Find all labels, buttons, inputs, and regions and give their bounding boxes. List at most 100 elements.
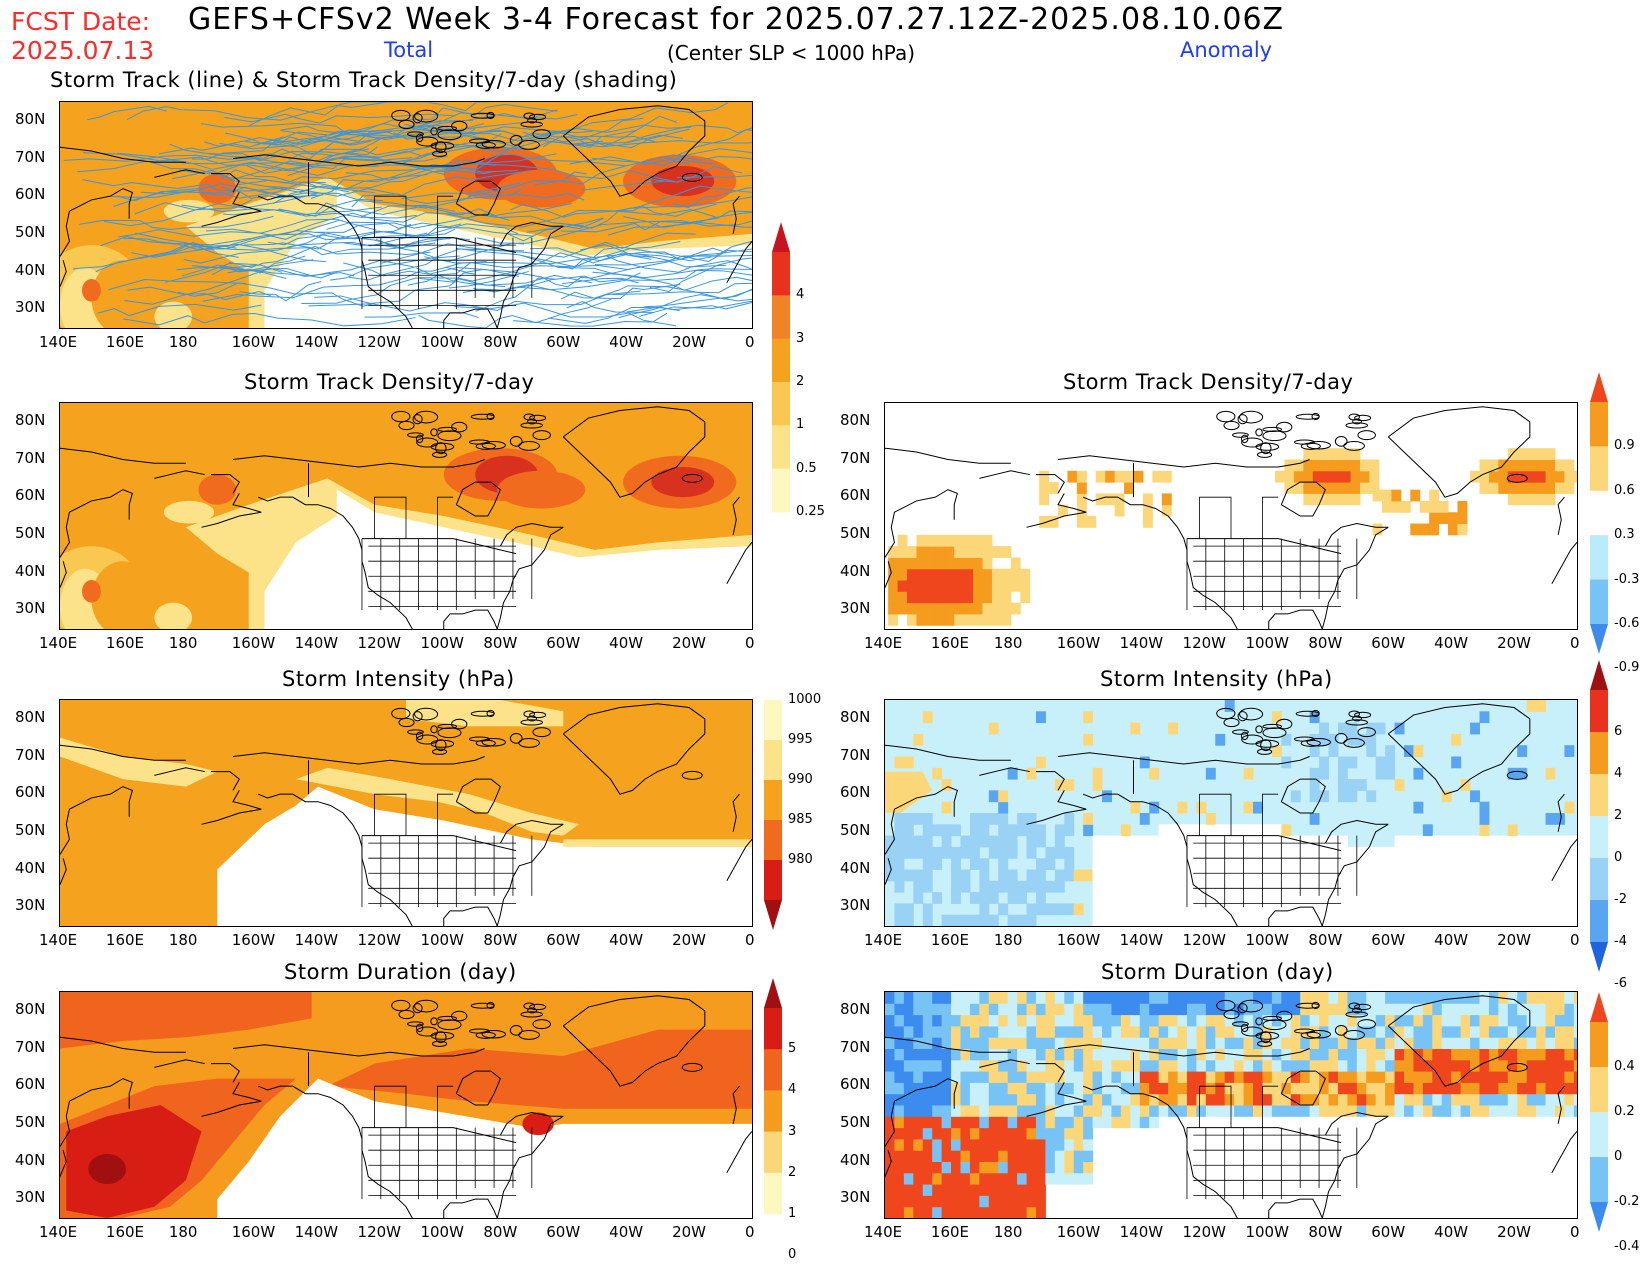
lat-tick-label: 70N (840, 448, 871, 467)
colorbar-tick-label: -0.2 (1614, 1194, 1640, 1209)
lon-tick-label: 80W (483, 634, 518, 652)
lon-tick-label: 140W (294, 333, 339, 351)
colorbar-duration-total: 5 4 3 2 1 0 (764, 978, 844, 1262)
colorbar-tick-label: 0.4 (1614, 1059, 1635, 1074)
lon-tick-label: 140E (39, 634, 78, 652)
lon-tick-label: 180 (168, 634, 198, 652)
lat-tick-label: 50N (840, 1112, 871, 1131)
lon-tick-label: 20W (1497, 634, 1531, 652)
lon-tick-label: 180 (168, 1223, 198, 1241)
lat-tick-label: 80N (15, 109, 46, 128)
colorbar-tick-label: 2 (788, 1164, 797, 1180)
lon-tick-label: 120W (357, 333, 401, 351)
lat-tick-label: 40N (15, 858, 46, 877)
lon-tick-label: 120W (1182, 1223, 1226, 1241)
lat-tick-label: 30N (15, 896, 46, 915)
lat-tick-label: 30N (15, 298, 46, 317)
lat-tick-label: 70N (15, 1037, 46, 1056)
lon-tick-label: 60W (546, 1223, 581, 1241)
lat-tick-label: 70N (15, 448, 46, 467)
lon-tick-label: 60W (546, 333, 581, 351)
lon-tick-label: 140E (864, 634, 903, 652)
lon-tick-label: 0 (1570, 634, 1580, 652)
colorbar-tick-label: 4 (796, 287, 805, 303)
lat-tick-label: 40N (840, 561, 871, 580)
colorbar-tick-label: 2 (796, 374, 805, 389)
lat-tick-label: 40N (840, 1150, 871, 1169)
lon-tick-label: 160W (231, 931, 276, 949)
lat-tick-label: 60N (840, 1075, 871, 1094)
lon-tick-label: 0 (1570, 1223, 1580, 1241)
lon-tick-label: 140W (294, 931, 339, 949)
lon-tick-label: 40W (1434, 1223, 1469, 1241)
lat-tick-label: 50N (15, 222, 46, 241)
lon-tick-label: 140W (294, 634, 339, 652)
lon-tick-label: 160E (930, 931, 970, 949)
lon-tick-label: 140E (39, 1223, 78, 1241)
colorbar-tick-label: 1000 (788, 692, 822, 707)
lon-tick-label: 100W (420, 333, 464, 351)
lon-tick-label: 100W (1245, 931, 1289, 949)
lat-tick-label: 30N (840, 599, 871, 618)
lat-tick-label: 40N (15, 1150, 46, 1169)
colorbar-tick-label: -6 (1614, 976, 1627, 991)
lon-tick-label: 140E (39, 333, 78, 351)
colorbar-density-total: 4 3 2 1 0.5 0.25 (772, 222, 852, 519)
lat-tick-label: 80N (840, 707, 871, 726)
lon-tick-label: 60W (546, 634, 581, 652)
colorbar-tick-label: -0.3 (1614, 571, 1640, 587)
page-title: GEFS+CFSv2 Week 3-4 Forecast for 2025.07… (188, 2, 1285, 37)
colorbar-tick-label: -0.6 (1614, 616, 1640, 631)
lat-tick-label: 40N (840, 858, 871, 877)
colorbar-tick-label: 995 (788, 732, 813, 747)
lon-tick-label: 120W (357, 1223, 401, 1241)
lon-tick-label: 0 (745, 333, 755, 351)
panel-title-storm-track: Storm Track (line) & Storm Track Density… (50, 68, 678, 92)
lon-tick-label: 20W (672, 1223, 706, 1241)
colorbar-tick-label: 980 (788, 852, 813, 867)
lat-tick-label: 60N (840, 486, 871, 505)
lat-tick-label: 40N (15, 260, 46, 279)
panel-title-duration-total: Storm Duration (day) (284, 960, 517, 984)
lon-tick-label: 100W (420, 931, 464, 949)
panel-title-duration-anomaly: Storm Duration (day) (1101, 960, 1334, 984)
colorbar-tick-label: 4 (788, 1082, 797, 1098)
total-column-label: Total (384, 38, 434, 62)
lon-tick-label: 20W (1497, 931, 1531, 949)
colorbar-tick-label: 990 (788, 772, 813, 787)
colorbar-tick-label: 0.2 (1614, 1104, 1635, 1119)
colorbar-tick-label: -0.4 (1614, 1239, 1640, 1254)
colorbar-tick-label: 2 (1614, 808, 1623, 823)
lat-tick-label: 30N (840, 896, 871, 915)
lon-tick-label: 140W (1119, 1223, 1164, 1241)
lat-tick-label: 70N (840, 745, 871, 764)
fcst-date-value: 2025.07.13 (11, 36, 155, 65)
lat-tick-label: 50N (15, 1112, 46, 1131)
lon-tick-label: 0 (1570, 931, 1580, 949)
colorbar-tick-label: 0.25 (796, 504, 825, 519)
lat-tick-label: 50N (15, 523, 46, 542)
panel-title-intensity-anomaly: Storm Intensity (hPa) (1100, 667, 1333, 691)
lon-tick-label: 180 (993, 931, 1023, 949)
lon-tick-label: 160E (105, 931, 145, 949)
lon-tick-label: 80W (483, 333, 518, 351)
lon-tick-label: 20W (672, 634, 706, 652)
lat-tick-label: 50N (840, 820, 871, 839)
lat-tick-label: 80N (15, 999, 46, 1018)
panel-title-density-anomaly: Storm Track Density/7-day (1063, 370, 1354, 394)
colorbar-tick-label: 4 (1614, 766, 1623, 781)
map-density-anomaly (884, 402, 1578, 630)
lon-tick-label: 80W (1308, 1223, 1343, 1241)
colorbar-tick-label: 985 (788, 812, 813, 827)
lat-tick-label: 60N (15, 185, 46, 204)
lon-tick-label: 40W (609, 634, 644, 652)
lat-tick-label: 50N (15, 820, 46, 839)
lon-tick-label: 160E (930, 634, 970, 652)
anomaly-column-label: Anomaly (1180, 38, 1273, 62)
lon-tick-label: 80W (483, 931, 518, 949)
lon-tick-label: 180 (168, 931, 198, 949)
colorbar-tick-label: 0 (1614, 850, 1623, 865)
lon-tick-label: 140W (1119, 634, 1164, 652)
lon-tick-label: 140W (1119, 931, 1164, 949)
map-storm-track (59, 101, 753, 329)
